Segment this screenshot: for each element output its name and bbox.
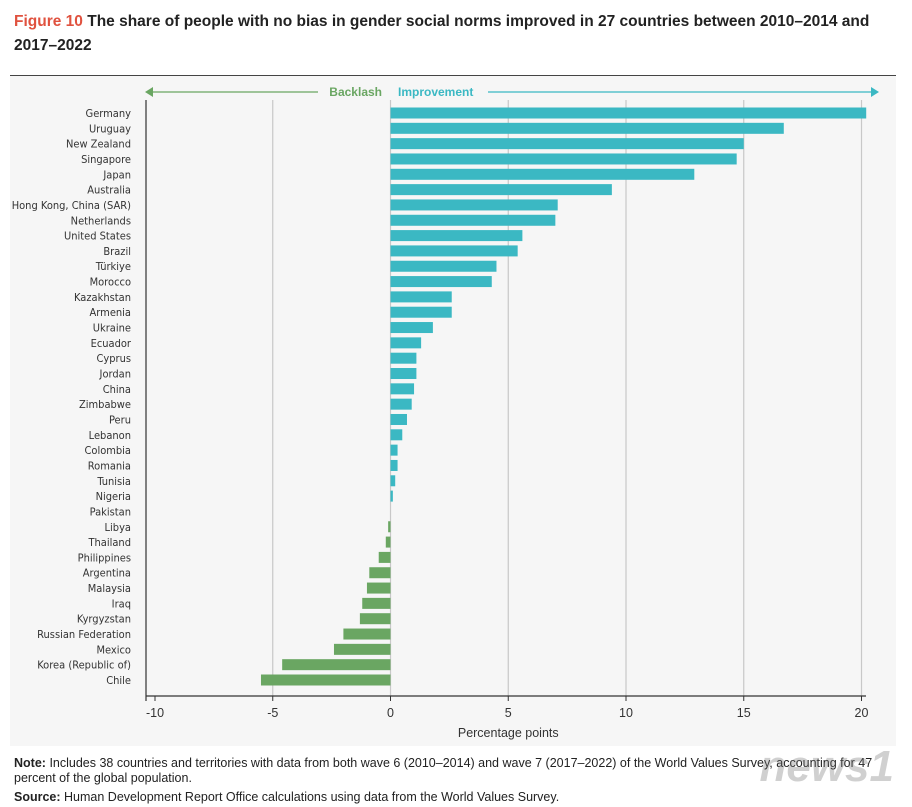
x-tick-label: 0 bbox=[387, 706, 394, 720]
category-label: Australia bbox=[87, 184, 131, 197]
bar bbox=[390, 444, 398, 456]
bar bbox=[390, 184, 612, 196]
bar bbox=[390, 398, 412, 410]
bar bbox=[390, 122, 784, 134]
category-label: Chile bbox=[106, 674, 131, 687]
improvement-arrow-icon bbox=[871, 87, 879, 97]
category-label: Russian Federation bbox=[37, 628, 131, 641]
bar bbox=[390, 306, 452, 318]
x-tick-label: -5 bbox=[267, 706, 278, 720]
bar bbox=[390, 199, 558, 211]
x-tick-label: 5 bbox=[505, 706, 512, 720]
bar bbox=[343, 628, 391, 640]
backlash-arrow-icon bbox=[145, 87, 153, 97]
category-label: Morocco bbox=[90, 276, 131, 289]
bar bbox=[378, 551, 391, 563]
category-label: Mexico bbox=[96, 643, 131, 656]
category-label: Argentina bbox=[83, 567, 131, 580]
bar bbox=[388, 521, 391, 533]
note-label: Note: bbox=[14, 756, 46, 770]
category-label: Armenia bbox=[90, 306, 131, 319]
category-label: Romania bbox=[88, 459, 131, 472]
bar bbox=[260, 674, 391, 686]
bar bbox=[359, 613, 391, 625]
x-tick-label: 20 bbox=[855, 706, 869, 720]
category-label: Zimbabwe bbox=[79, 398, 131, 411]
bar bbox=[385, 536, 391, 548]
bar bbox=[366, 582, 391, 594]
bar bbox=[390, 291, 452, 303]
bar bbox=[390, 230, 523, 242]
bar bbox=[390, 459, 398, 471]
bar bbox=[390, 107, 867, 119]
bar bbox=[390, 475, 396, 487]
category-label: Netherlands bbox=[71, 214, 131, 227]
bar bbox=[390, 429, 403, 441]
bar bbox=[362, 597, 391, 609]
category-label: Türkiye bbox=[95, 260, 131, 273]
bar bbox=[390, 337, 422, 349]
title-text: The share of people with no bias in gend… bbox=[14, 13, 870, 54]
category-label: Philippines bbox=[78, 551, 131, 564]
note-text: Includes 38 countries and territories wi… bbox=[14, 756, 873, 785]
bar bbox=[390, 383, 415, 395]
x-axis-label: Percentage points bbox=[458, 726, 559, 740]
bar bbox=[369, 567, 391, 579]
bar bbox=[390, 276, 492, 288]
bar bbox=[390, 322, 433, 334]
category-label: Peru bbox=[109, 413, 131, 426]
category-label: Jordan bbox=[99, 368, 131, 381]
source-label: Source: bbox=[14, 790, 61, 804]
category-label: Pakistan bbox=[90, 505, 131, 518]
bar bbox=[390, 260, 497, 272]
category-label: Libya bbox=[105, 521, 131, 534]
note: Note: Includes 38 countries and territor… bbox=[14, 756, 894, 786]
x-tick-label: 10 bbox=[619, 706, 633, 720]
category-label: Nigeria bbox=[96, 490, 131, 503]
category-label: Malaysia bbox=[88, 582, 131, 595]
category-label: Brazil bbox=[103, 245, 131, 258]
bar bbox=[282, 659, 391, 671]
bar bbox=[390, 245, 518, 257]
category-label: Lebanon bbox=[89, 429, 131, 442]
figure-label: Figure 10 bbox=[14, 13, 83, 30]
category-label: Ecuador bbox=[91, 337, 132, 350]
category-label: Colombia bbox=[84, 444, 131, 457]
source-text: Human Development Report Office calculat… bbox=[64, 790, 560, 804]
category-label: Iraq bbox=[112, 597, 131, 610]
bar bbox=[390, 214, 556, 226]
bar bbox=[390, 138, 744, 150]
category-label: Japan bbox=[102, 168, 131, 181]
category-label: Kazakhstan bbox=[74, 291, 131, 304]
category-label: Korea (Republic of) bbox=[37, 659, 131, 672]
bar bbox=[390, 352, 417, 364]
category-label: Uruguay bbox=[89, 122, 131, 135]
category-label: Hong Kong, China (SAR) bbox=[12, 199, 131, 212]
chart-title: Figure 10 The share of people with no bi… bbox=[14, 10, 899, 58]
category-label: Germany bbox=[86, 107, 132, 120]
bar bbox=[390, 490, 393, 502]
category-label: Tunisia bbox=[96, 475, 131, 488]
category-label: Kyrgyzstan bbox=[77, 613, 131, 626]
bar bbox=[333, 643, 391, 655]
category-label: Singapore bbox=[81, 153, 131, 166]
category-label: China bbox=[103, 383, 131, 396]
bar bbox=[390, 168, 695, 180]
bar bbox=[390, 413, 407, 425]
category-label: New Zealand bbox=[66, 138, 131, 151]
improvement-label: Improvement bbox=[398, 85, 473, 99]
category-label: Ukraine bbox=[93, 322, 131, 335]
category-label: Thailand bbox=[87, 536, 131, 549]
x-tick-label: 15 bbox=[737, 706, 751, 720]
x-tick-label: -10 bbox=[146, 706, 164, 720]
watermark-logo: news1 bbox=[759, 742, 894, 791]
backlash-label: Backlash bbox=[329, 85, 382, 99]
category-label: United States bbox=[64, 230, 131, 243]
category-label: Cyprus bbox=[96, 352, 131, 365]
bar bbox=[390, 368, 417, 380]
bar bbox=[390, 153, 737, 165]
source: Source: Human Development Report Office … bbox=[14, 790, 894, 805]
